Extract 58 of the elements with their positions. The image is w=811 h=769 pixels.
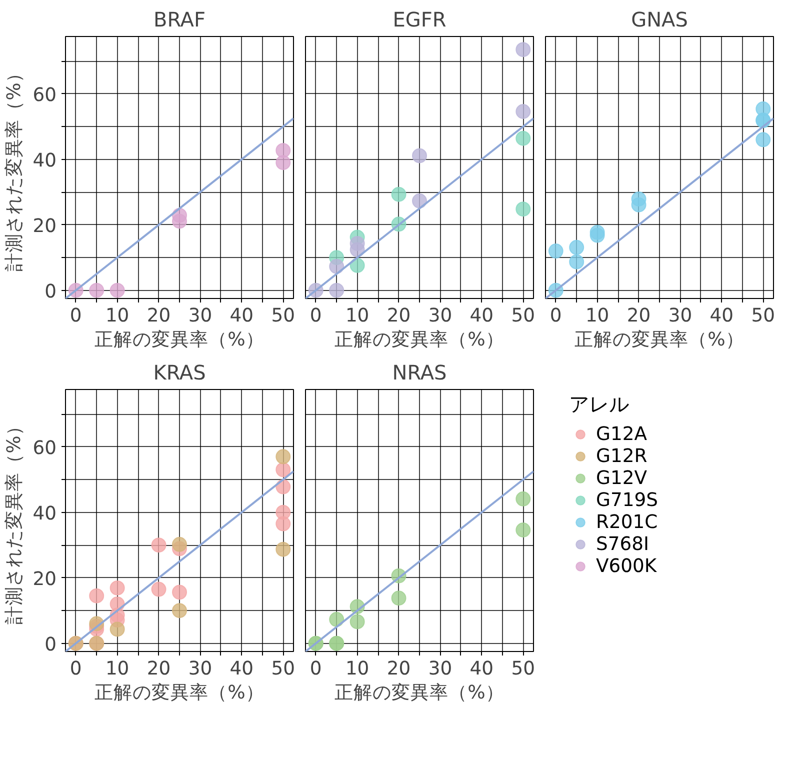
legend-label: V600K (596, 555, 657, 577)
y-tick-label: 60 (32, 84, 57, 106)
chart-title: BRAF (154, 8, 206, 32)
x-tick-label: 0 (70, 306, 82, 326)
chart-title: KRAS (153, 360, 206, 384)
x-tick-label: 0 (550, 306, 562, 326)
x-axis-title: 正解の変異率（%） (94, 328, 264, 350)
y-tick-label: 0 (44, 281, 57, 302)
legend-label: G12A (596, 423, 647, 445)
x-tick-label: 20 (386, 306, 411, 326)
x-tick-label: 30 (428, 306, 452, 326)
x-axis-title: 正解の変異率（%） (574, 328, 744, 350)
x-tick-label: 30 (188, 658, 212, 680)
legend-label: R201C (596, 511, 658, 533)
x-tick-label: 20 (146, 306, 171, 326)
chart-title: NRAS (392, 360, 447, 384)
x-tick-label: 0 (70, 658, 82, 680)
chart-title: GNAS (631, 8, 688, 32)
x-tick-label: 10 (105, 306, 130, 326)
x-axis-title: 正解の変異率（%） (334, 328, 504, 350)
x-tick-label: 50 (511, 306, 536, 326)
x-tick-label: 30 (188, 306, 212, 326)
x-tick-label: 50 (271, 658, 296, 680)
legend-label: G719S (596, 489, 658, 511)
x-axis-title: 正解の変異率（%） (94, 682, 264, 704)
legend-label: G12V (596, 467, 647, 489)
x-axis-title: 正解の変異率（%） (334, 682, 504, 704)
x-tick-label: 40 (230, 306, 254, 326)
x-tick-label: 30 (668, 306, 692, 326)
x-tick-label: 40 (710, 306, 734, 326)
x-tick-label: 10 (345, 658, 370, 680)
x-tick-label: 10 (585, 306, 610, 326)
y-tick-label: 40 (32, 150, 57, 172)
legend-title: アレル (569, 391, 630, 418)
y-axis-title: 計測された変異率（%） (2, 64, 25, 272)
x-tick-label: 50 (751, 306, 776, 326)
x-tick-label: 40 (470, 658, 494, 680)
x-tick-label: 20 (146, 658, 171, 680)
x-tick-label: 20 (626, 306, 651, 326)
y-tick-label: 20 (32, 216, 57, 237)
x-tick-label: 20 (386, 658, 411, 680)
x-tick-label: 40 (230, 658, 254, 680)
x-tick-label: 0 (310, 306, 322, 326)
x-tick-label: 10 (105, 658, 130, 680)
x-tick-label: 10 (345, 306, 370, 326)
legend-label: G12R (596, 445, 648, 467)
x-tick-label: 50 (271, 306, 296, 326)
y-tick-label: 60 (32, 438, 57, 459)
y-tick-label: 0 (44, 634, 57, 656)
x-tick-label: 50 (511, 658, 536, 680)
x-tick-label: 30 (428, 658, 452, 680)
y-tick-label: 40 (32, 503, 57, 524)
y-axis-title: 計測された変異率（%） (2, 416, 25, 624)
x-tick-label: 40 (470, 306, 494, 326)
chart-title: EGFR (392, 8, 446, 32)
legend-label: S768I (596, 533, 649, 555)
x-tick-label: 0 (310, 658, 322, 680)
y-tick-label: 20 (32, 568, 57, 590)
